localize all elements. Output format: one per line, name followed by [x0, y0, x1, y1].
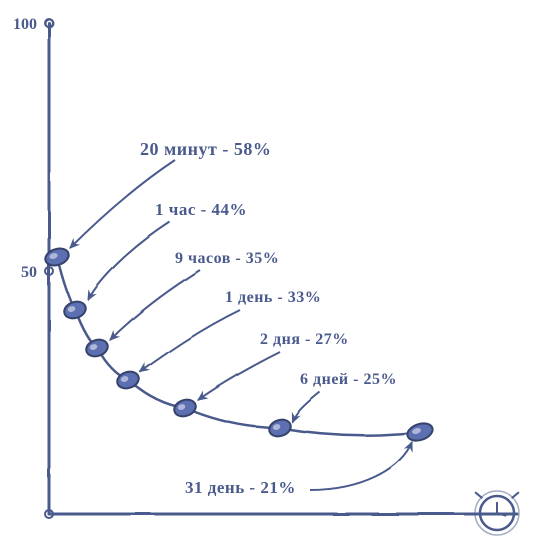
data-marker [62, 299, 88, 321]
data-marker [172, 397, 198, 419]
callout-arrow [310, 442, 412, 490]
point-label: 6 дней - 25% [300, 371, 397, 388]
callout-arrow [110, 270, 200, 340]
point-label: 2 дня - 27% [260, 331, 349, 348]
callout-arrow [292, 392, 320, 422]
data-marker [267, 417, 293, 439]
callout-arrow [88, 222, 170, 300]
callout-arrow [198, 352, 280, 400]
point-label: 31 день - 21% [185, 478, 296, 497]
clock-leg [512, 493, 518, 498]
point-label: 9 часов - 35% [175, 250, 279, 267]
clock-leg [476, 493, 482, 498]
point-label: 1 час - 44% [155, 200, 247, 219]
forgetting-curve-chart: { "chart":{ "type":"line", "ink_color":"… [0, 0, 533, 546]
point-label: 20 минут - 58% [140, 139, 271, 159]
data-marker [84, 337, 110, 359]
callout-arrow [140, 310, 240, 372]
ytick-label: 100 [13, 16, 37, 33]
chart-svg: 20 минут - 58% 1 час - 44% 9 часов - 35% 1 … [0, 0, 533, 546]
ytick-label: 50 [21, 264, 37, 281]
data-marker [43, 246, 71, 269]
curve-line [57, 257, 420, 435]
point-label: 1 день - 33% [225, 289, 321, 306]
